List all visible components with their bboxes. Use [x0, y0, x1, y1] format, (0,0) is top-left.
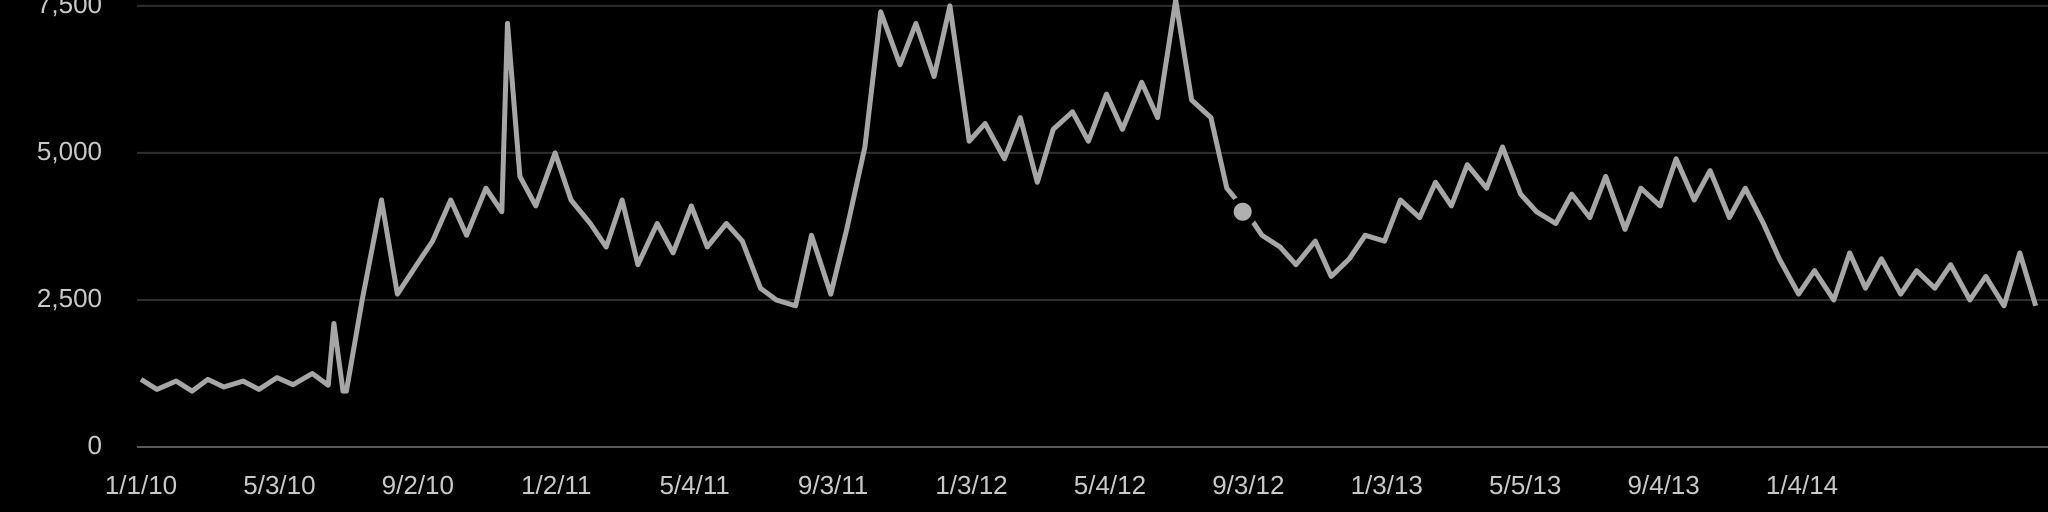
- y-tick-label: 5,000: [37, 136, 102, 166]
- data-line: [139, 0, 2039, 394]
- x-tick-label: 9/3/11: [798, 470, 868, 500]
- x-tick-label: 1/3/13: [1351, 470, 1423, 500]
- y-tick-label: 2,500: [37, 283, 102, 313]
- x-tick-label: 5/4/11: [659, 470, 729, 500]
- x-tick-label: 1/3/12: [935, 470, 1007, 500]
- highlight-marker: [1227, 196, 1258, 227]
- x-tick-label: 5/3/10: [243, 470, 315, 500]
- x-tick-label: 1/1/10: [105, 470, 177, 500]
- x-tick-label: 1/2/11: [521, 470, 591, 500]
- x-tick-label: 5/5/13: [1489, 470, 1561, 500]
- x-tick-label: 5/4/12: [1074, 470, 1146, 500]
- y-tick-label: 0: [88, 430, 102, 460]
- plot-area: [139, 0, 2039, 394]
- x-tick-label: 9/4/13: [1627, 470, 1699, 500]
- y-tick-label: 7,500: [37, 0, 102, 19]
- x-tick-label: 1/4/14: [1766, 470, 1838, 500]
- x-tick-label: 9/3/12: [1212, 470, 1284, 500]
- x-tick-label: 9/2/10: [382, 470, 454, 500]
